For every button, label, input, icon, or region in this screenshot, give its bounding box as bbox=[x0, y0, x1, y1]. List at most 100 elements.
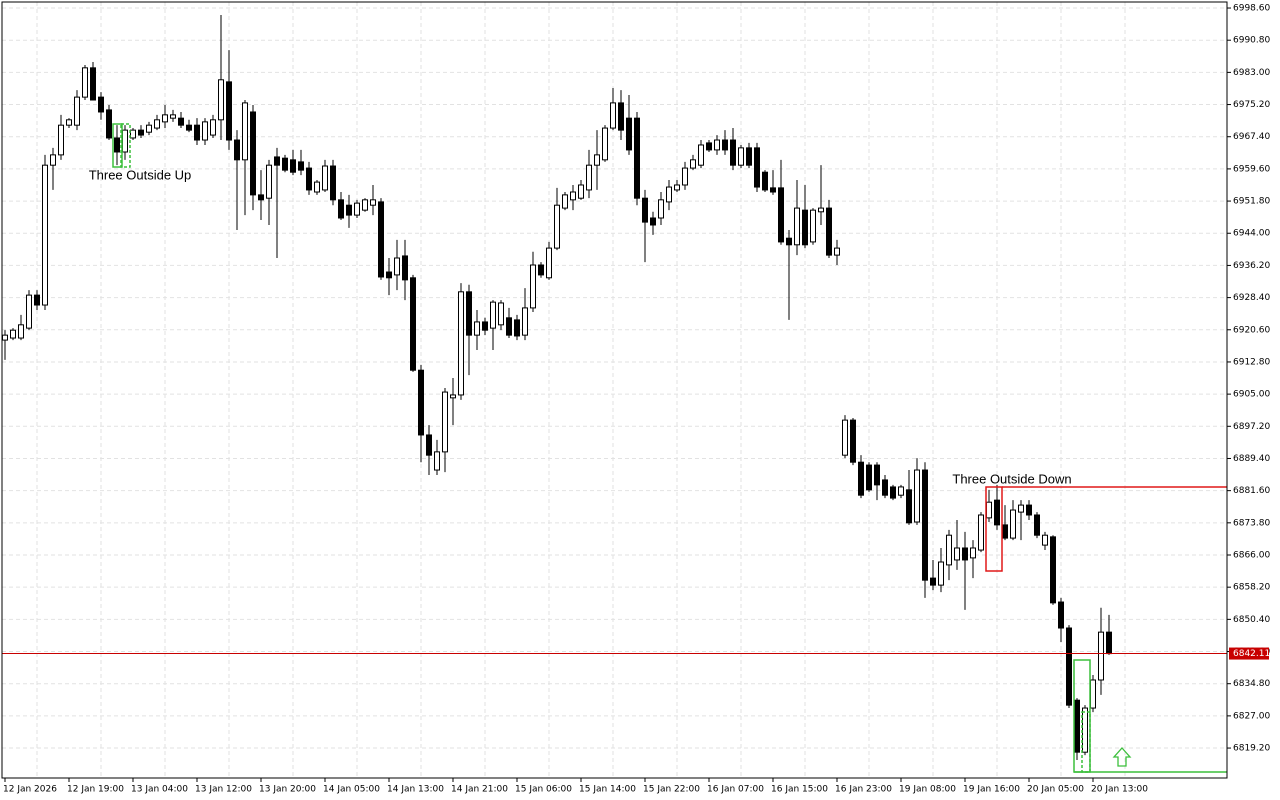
x-tick-label: 15 Jan 14:00 bbox=[579, 785, 636, 795]
candle-body bbox=[922, 469, 928, 581]
candle-body bbox=[58, 124, 64, 156]
x-tick-label: 14 Jan 13:00 bbox=[387, 785, 444, 795]
candle-body bbox=[250, 111, 256, 196]
candle-body bbox=[890, 486, 896, 499]
candle-body bbox=[402, 255, 408, 281]
candle-body bbox=[378, 201, 384, 278]
x-tick-label: 19 Jan 08:00 bbox=[899, 785, 956, 795]
candle-body bbox=[82, 67, 88, 98]
candle-body bbox=[450, 394, 456, 399]
candle-body bbox=[1058, 601, 1064, 629]
candle-body bbox=[778, 187, 784, 243]
candle-body bbox=[1098, 631, 1104, 681]
candle-body bbox=[306, 167, 312, 191]
candle-body bbox=[522, 307, 528, 336]
y-tick-label: 6819.20 bbox=[1233, 744, 1270, 754]
candle-body bbox=[122, 129, 128, 153]
candle-body bbox=[1010, 509, 1016, 539]
candle-body bbox=[90, 67, 96, 101]
candle-body bbox=[130, 129, 136, 139]
candle-body bbox=[946, 534, 952, 566]
x-tick-label: 12 Jan 19:00 bbox=[67, 785, 124, 795]
candle-body bbox=[210, 119, 216, 136]
candle-body bbox=[1066, 627, 1072, 706]
pattern-box bbox=[112, 123, 123, 168]
candle-body bbox=[682, 167, 688, 186]
candle-body bbox=[498, 302, 504, 326]
candle-body bbox=[730, 139, 736, 166]
candle-body bbox=[906, 489, 912, 524]
candle-body bbox=[314, 181, 320, 193]
candle-body bbox=[138, 129, 144, 136]
candle-body bbox=[346, 204, 352, 216]
candle-body bbox=[690, 159, 696, 169]
x-tick-label: 15 Jan 22:00 bbox=[643, 785, 700, 795]
y-tick-label: 6975.20 bbox=[1233, 100, 1270, 110]
candle-body bbox=[506, 317, 512, 336]
y-tick-label: 6850.40 bbox=[1233, 615, 1270, 625]
pattern-arrow bbox=[1112, 747, 1132, 767]
candle-body bbox=[642, 197, 648, 223]
x-tick-label: 13 Jan 20:00 bbox=[259, 785, 316, 795]
y-tick-label: 6920.60 bbox=[1233, 325, 1270, 335]
candle-body bbox=[762, 171, 768, 191]
candle-body bbox=[818, 207, 824, 213]
candle-body bbox=[1090, 679, 1096, 709]
x-tick-label: 16 Jan 07:00 bbox=[707, 785, 764, 795]
candle-body bbox=[1082, 707, 1088, 753]
candle-body bbox=[178, 117, 184, 126]
candle-body bbox=[794, 207, 800, 246]
candle-body bbox=[290, 159, 296, 173]
y-tick-label: 6873.80 bbox=[1233, 518, 1270, 528]
candle-body bbox=[442, 391, 448, 453]
candle-body bbox=[602, 127, 608, 161]
candle-body bbox=[394, 257, 400, 276]
candle-body bbox=[418, 369, 424, 436]
candle-body bbox=[962, 547, 968, 561]
x-tick-label: 16 Jan 15:00 bbox=[771, 785, 828, 795]
candle-body bbox=[426, 434, 432, 456]
candle-body bbox=[834, 247, 840, 256]
candle-body bbox=[50, 154, 56, 166]
y-tick-label: 6827.00 bbox=[1233, 711, 1270, 721]
candle-body bbox=[354, 202, 360, 216]
candle-body bbox=[66, 119, 72, 126]
x-tick-label: 14 Jan 21:00 bbox=[451, 785, 508, 795]
candle-body bbox=[610, 102, 616, 129]
candle-body bbox=[74, 96, 80, 126]
x-tick-label: 16 Jan 23:00 bbox=[835, 785, 892, 795]
candle-body bbox=[714, 139, 720, 151]
x-tick-label: 20 Jan 13:00 bbox=[1091, 785, 1148, 795]
y-tick-label: 6905.00 bbox=[1233, 390, 1270, 400]
candle-body bbox=[866, 464, 872, 491]
candle-body bbox=[226, 81, 232, 141]
candle-body bbox=[386, 271, 392, 279]
candle-body bbox=[458, 291, 464, 396]
pattern-label: Three Outside Up bbox=[89, 167, 192, 182]
y-tick-label: 6990.80 bbox=[1233, 36, 1270, 46]
pattern-label: Three Outside Down bbox=[952, 471, 1071, 486]
pattern-box bbox=[120, 123, 131, 168]
candle-body bbox=[978, 514, 984, 551]
y-tick-label: 6983.00 bbox=[1233, 68, 1270, 78]
y-tick-label: 6866.00 bbox=[1233, 551, 1270, 561]
candle-body bbox=[1018, 504, 1024, 513]
candle-body bbox=[162, 114, 168, 123]
candle-body bbox=[1042, 534, 1048, 546]
candle-body bbox=[98, 96, 104, 113]
candle-body bbox=[1106, 631, 1112, 655]
candle-body bbox=[586, 164, 592, 191]
candle-body bbox=[1026, 504, 1032, 516]
candle-body bbox=[706, 142, 712, 151]
candle-body bbox=[626, 117, 632, 151]
candle-body bbox=[434, 451, 440, 471]
candle-body bbox=[34, 294, 40, 306]
candle-body bbox=[666, 186, 672, 203]
candle-body bbox=[562, 194, 568, 209]
candle-body bbox=[466, 291, 472, 336]
candle-body bbox=[738, 147, 744, 166]
candle-body bbox=[2, 334, 8, 341]
y-tick-label: 6936.20 bbox=[1233, 261, 1270, 271]
candle-body bbox=[170, 114, 176, 119]
candle-body bbox=[202, 121, 208, 141]
